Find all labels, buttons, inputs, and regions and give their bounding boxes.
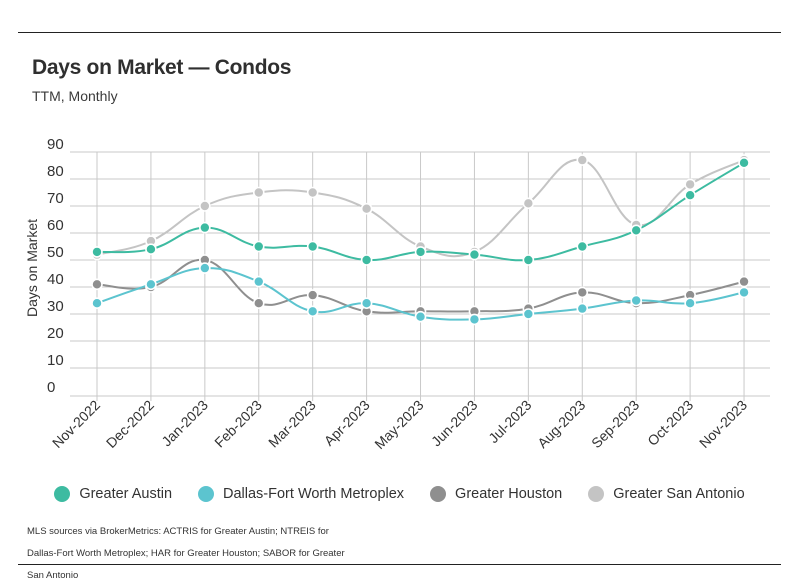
data-point [306, 186, 319, 199]
data-point [252, 275, 265, 288]
data-point [630, 224, 643, 237]
y-tick-label: 0 [47, 379, 55, 396]
data-point [522, 197, 535, 210]
x-tick-label: Dec-2022 [103, 397, 157, 451]
y-tick-label: 90 [47, 136, 64, 153]
y-tick-label: 10 [47, 352, 64, 369]
data-point [306, 305, 319, 318]
x-tick-label: Apr-2023 [321, 397, 373, 449]
bottom-rule [18, 564, 781, 565]
data-point [468, 248, 481, 261]
y-tick-label: 60 [47, 217, 64, 234]
series-points [91, 154, 750, 326]
data-point [306, 240, 319, 253]
legend-item: Greater San Antonio [588, 486, 745, 502]
data-point [360, 254, 373, 266]
legend-label: Greater San Antonio [613, 486, 745, 502]
data-point [468, 313, 481, 326]
x-tick-label: Jun-2023 [428, 397, 481, 450]
legend-swatch [588, 486, 605, 502]
gridlines [70, 151, 770, 401]
x-tick-label: Nov-2023 [696, 397, 750, 451]
y-tick-labels: 0 10 20 30 40 50 60 70 80 90 [47, 136, 64, 396]
x-tick-label: Sep-2023 [588, 397, 642, 451]
y-tick-label: 80 [47, 163, 64, 180]
legend-item: Greater Austin [54, 486, 172, 502]
data-point [522, 308, 535, 320]
data-point [145, 278, 157, 291]
y-tick-label: 40 [47, 271, 64, 288]
data-point [360, 297, 373, 310]
chart-subtitle: TTM, Monthly [32, 88, 118, 104]
data-point [576, 302, 589, 315]
y-tick-label: 70 [47, 190, 64, 207]
x-tick-label: Nov-2022 [49, 397, 103, 451]
data-point [738, 286, 750, 299]
legend-swatch [430, 486, 447, 502]
chart-title: Days on Market — Condos [32, 56, 292, 79]
data-point [576, 286, 589, 299]
legend-item: Dallas-Fort Worth Metroplex [198, 486, 404, 502]
x-tick-label: Aug-2023 [534, 397, 588, 451]
data-point [91, 297, 103, 310]
legend-label: Greater Austin [79, 486, 173, 502]
y-tick-label: 20 [47, 325, 64, 342]
data-point [414, 310, 427, 323]
x-tick-labels: Nov-2022 Dec-2022 Jan-2023 Feb-2023 Mar-2023… [49, 397, 750, 452]
data-point [738, 157, 750, 169]
data-point [738, 275, 750, 288]
data-point [91, 278, 103, 291]
data-point [684, 178, 696, 191]
data-point [252, 297, 265, 310]
x-tick-label: May-2023 [371, 397, 426, 452]
data-point [91, 246, 103, 258]
data-point [576, 154, 589, 166]
x-tick-label: Oct-2023 [644, 397, 696, 449]
x-tick-label: Jan-2023 [158, 397, 211, 450]
data-point [684, 189, 696, 201]
source-footnote: MLS sources via BrokerMetrics: ACTRIS fo… [27, 526, 345, 581]
legend-swatch [54, 486, 71, 502]
top-rule [18, 32, 781, 33]
data-point [252, 186, 265, 199]
data-point [199, 221, 211, 234]
y-tick-label: 30 [47, 298, 64, 315]
data-point [199, 262, 211, 274]
legend-item: Greater Houston [430, 486, 562, 502]
y-axis-label: Days on Market [24, 219, 40, 317]
data-point [360, 202, 373, 215]
data-point [522, 254, 535, 266]
legend-label: Dallas-Fort Worth Metroplex [223, 486, 405, 502]
data-point [576, 240, 589, 253]
legend-label: Greater Houston [455, 486, 563, 502]
data-point [145, 243, 157, 255]
line-chart: 0 10 20 30 40 50 60 70 80 90 Days on Market Nov-2… [24, 136, 770, 452]
x-tick-label: Feb-2023 [211, 397, 265, 451]
data-point [684, 297, 696, 310]
data-point [630, 294, 643, 307]
x-tick-label: Mar-2023 [265, 397, 319, 451]
y-tick-label: 50 [47, 244, 64, 261]
legend: Greater Austin Dallas-Fort Worth Metrople… [0, 486, 799, 502]
legend-swatch [198, 486, 215, 502]
data-point [414, 246, 427, 258]
data-point [252, 240, 265, 253]
data-point [306, 289, 319, 301]
x-tick-label: Jul-2023 [485, 397, 534, 446]
data-point [199, 200, 211, 212]
